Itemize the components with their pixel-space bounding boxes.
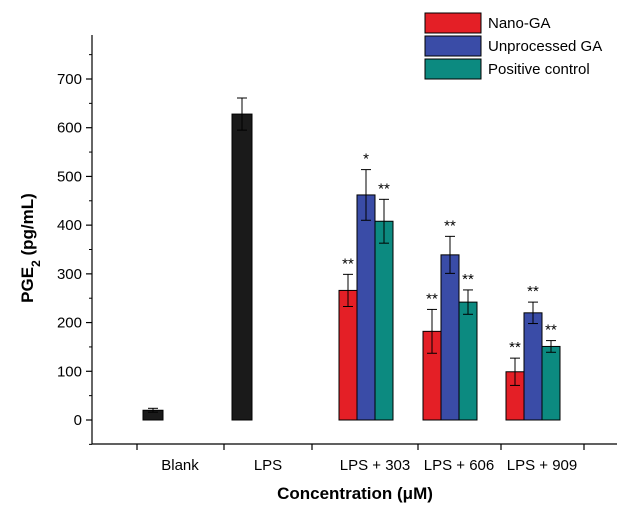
- bar-nano-ga: [338, 289, 358, 421]
- x-tick-label: LPS: [254, 457, 282, 474]
- significance-label: **: [509, 339, 521, 356]
- x-tick-label: LPS + 606: [424, 457, 494, 474]
- significance-label: **: [378, 180, 390, 197]
- significance-label: **: [462, 271, 474, 288]
- y-tick-label: 500: [57, 168, 82, 185]
- x-axis-title: Concentration (μM): [277, 484, 433, 503]
- bar-unprocessed-ga: [440, 254, 460, 421]
- significance-label: *: [363, 151, 369, 168]
- y-tick-label: 100: [57, 363, 82, 380]
- x-tick-label: LPS + 909: [507, 457, 577, 474]
- legend-label: Positive control: [488, 61, 590, 78]
- bar-positive-control: [541, 345, 561, 421]
- axes: 0 100 200 300 400 500 600 700 Blank LPS LPS + 303 L…: [57, 35, 617, 474]
- legend: Nano-GA Unprocessed GA Positive control: [424, 12, 602, 80]
- y-tick-label: 200: [57, 315, 82, 332]
- significance-label: **: [527, 283, 539, 300]
- bar-unprocessed-ga: [356, 194, 376, 421]
- bar-positive-control: [374, 220, 394, 421]
- legend-label: Nano-GA: [488, 15, 551, 32]
- significance-label: **: [342, 255, 354, 272]
- axis-titles: Concentration (μM) PGE2 (pg/mL): [18, 193, 433, 503]
- y-tick-label: 400: [57, 217, 82, 234]
- error-bars: [148, 97, 556, 413]
- y-tick-label: 300: [57, 266, 82, 283]
- legend-label: Unprocessed GA: [488, 38, 602, 55]
- significance-labels: *****************: [342, 151, 557, 357]
- x-tick-label: LPS + 303: [340, 457, 410, 474]
- y-tick-label: 0: [74, 412, 82, 429]
- x-tick-label: Blank: [161, 457, 199, 474]
- y-axis-title: PGE2 (pg/mL): [18, 193, 43, 303]
- y-tick-label: 700: [57, 71, 82, 88]
- y-tick-label: 600: [57, 120, 82, 137]
- significance-label: **: [426, 290, 438, 307]
- bar-positive-control: [458, 301, 478, 421]
- legend-swatch: [424, 58, 482, 80]
- bars: [142, 113, 561, 421]
- legend-swatch: [424, 12, 482, 34]
- significance-label: **: [444, 217, 456, 234]
- significance-label: **: [545, 322, 557, 339]
- legend-swatch: [424, 35, 482, 57]
- bar-unprocessed-ga: [523, 312, 543, 421]
- bar-lps: [231, 113, 253, 421]
